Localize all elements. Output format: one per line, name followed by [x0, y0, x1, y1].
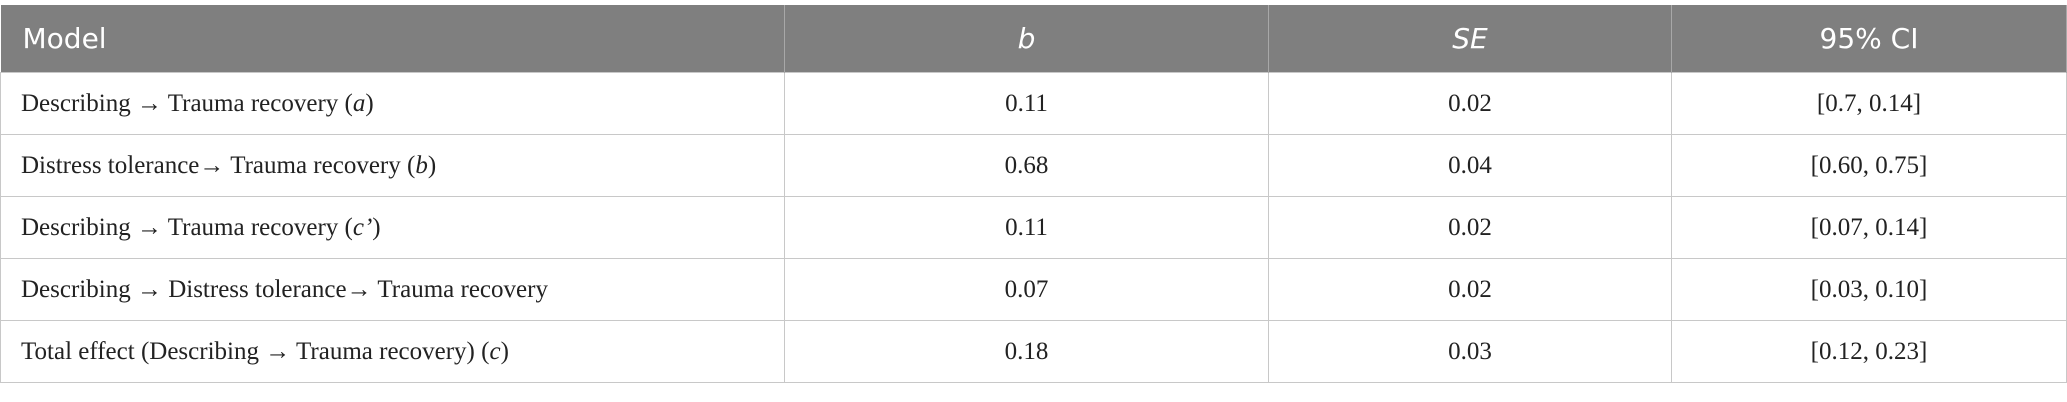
- value-cell: 0.02: [1268, 258, 1672, 321]
- value-cell: [0.12, 0.23]: [1671, 320, 2067, 383]
- text: Describing → Trauma recovery (: [21, 89, 353, 117]
- value-cell: 0.02: [1268, 196, 1672, 259]
- italic-text: c’: [352, 213, 373, 241]
- text: Describing → Distress tolerance→ Trauma …: [21, 275, 548, 303]
- value-cell: [0.03, 0.10]: [1671, 258, 2067, 321]
- value-cell: [0.60, 0.75]: [1671, 134, 2067, 197]
- value-cell: 0.02: [1268, 72, 1672, 135]
- table-row: Describing → Trauma recovery (c’) 0.11 0.0…: [0, 196, 2067, 259]
- value-cell: 0.11: [784, 72, 1269, 135]
- italic-text: c: [489, 337, 501, 365]
- value-cell: 0.11: [784, 196, 1269, 259]
- text: Describing → Trauma recovery (: [21, 213, 353, 241]
- table-row: Total effect (Describing → Trauma recove…: [0, 320, 2067, 383]
- italic-text: b: [415, 151, 428, 179]
- value-cell: [0.07, 0.14]: [1671, 196, 2067, 259]
- value-cell: 0.03: [1268, 320, 1672, 383]
- table-header: Model b SE 95% CI: [0, 5, 2067, 73]
- value-cell: 0.68: [784, 134, 1269, 197]
- header-cell: 95% CI: [1671, 5, 2067, 73]
- model-cell: Distress tolerance→ Trauma recovery (b): [0, 134, 785, 197]
- text: Total effect (Describing → Trauma recove…: [21, 337, 490, 365]
- table-body: Describing → Trauma recovery (a) 0.11 0.02…: [0, 72, 2067, 383]
- table-row: Describing → Distress tolerance→ Trauma …: [0, 258, 2067, 321]
- results-table: Model b SE 95% CI Describing → Trauma recov…: [0, 5, 2067, 383]
- table-row: Describing → Trauma recovery (a) 0.11 0.02…: [0, 72, 2067, 135]
- italic-text: a: [352, 89, 366, 117]
- text: ): [500, 337, 509, 365]
- value-cell: [0.7, 0.14]: [1671, 72, 2067, 135]
- text: ): [372, 213, 381, 241]
- header-cell: b: [784, 5, 1269, 73]
- model-cell: Describing → Trauma recovery (c’): [0, 196, 785, 259]
- value-cell: 0.07: [784, 258, 1269, 321]
- model-cell: Describing → Trauma recovery (a): [0, 72, 785, 135]
- header-row: Model b SE 95% CI: [0, 5, 2067, 73]
- header-cell: SE: [1268, 5, 1672, 73]
- text: ): [427, 151, 437, 179]
- value-cell: 0.18: [784, 320, 1269, 383]
- header-cell: Model: [0, 5, 785, 73]
- text: Distress tolerance→ Trauma recovery (: [21, 151, 416, 179]
- model-cell: Total effect (Describing → Trauma recove…: [0, 320, 785, 383]
- table-row: Distress tolerance→ Trauma recovery (b) 0…: [0, 134, 2067, 197]
- model-cell: Describing → Distress tolerance→ Trauma …: [0, 258, 785, 321]
- text: ): [365, 89, 374, 117]
- value-cell: 0.04: [1268, 134, 1672, 197]
